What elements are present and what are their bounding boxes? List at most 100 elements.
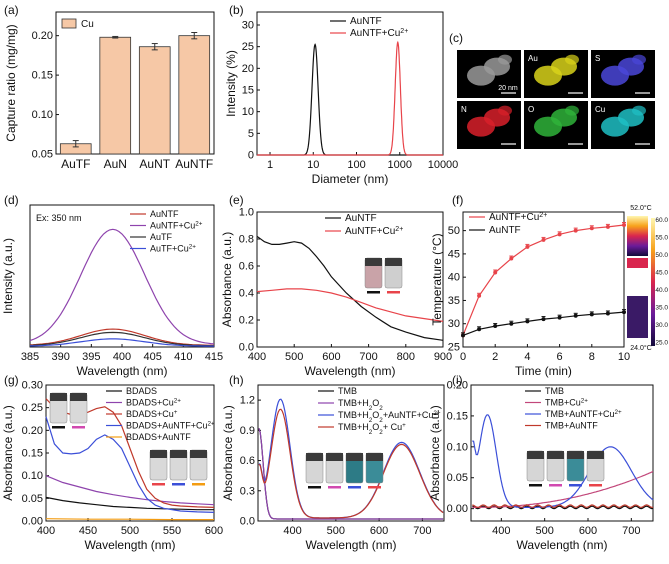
y-tick-label: 30: [242, 20, 254, 32]
colorbar-tick-label: 35.0: [655, 305, 668, 312]
x-tick-label: 395: [82, 351, 100, 363]
legend-label: AuNTF+Cu2+: [345, 226, 403, 238]
x-tick-label: 400: [492, 525, 510, 537]
y-tick-label: 0.20: [22, 425, 43, 437]
vial-cap: [70, 393, 87, 401]
element-signal: [565, 54, 579, 65]
data-point: [541, 237, 546, 242]
data-point: [589, 226, 594, 231]
y-tick-label: 0.6: [240, 455, 255, 467]
panel-label: (g): [4, 373, 19, 387]
y-tick-label: 0.10: [447, 441, 468, 453]
x-category-label: AuN: [104, 157, 127, 171]
vial-cap: [366, 453, 383, 461]
x-tick-label: 4: [524, 351, 530, 363]
y-tick-label: 50: [448, 225, 460, 237]
panel-a: (a) 0.05 0.10 0.15 0.20 Capture ratio (mg/mg)…: [4, 3, 215, 171]
x-tick-label: 390: [51, 351, 69, 363]
vial-cap: [587, 451, 604, 459]
y-tick-label: 0.25: [22, 402, 43, 414]
series-line: [304, 43, 326, 156]
y-axis-label: Intensity (%): [224, 50, 238, 117]
panel-label: (a): [4, 3, 19, 17]
x-tick-label: 2: [492, 351, 498, 363]
x-tick-label: 700: [413, 525, 431, 537]
legend-label: AuNTF: [345, 213, 377, 224]
panel-d: (d) 385 390 395 400 405 410 415 Intensity (a.u.)…: [1, 193, 223, 378]
x-axis-label: Wavelength (nm): [517, 538, 608, 552]
vial-color-marker: [192, 483, 205, 486]
legend-label: AuTF+Cu2+: [150, 243, 196, 254]
colorbar-tick-label: 60.0: [655, 217, 668, 224]
thermal-image-cool: [627, 296, 648, 338]
series-line: [45, 496, 214, 511]
colorbar-tick-label: 40.0: [655, 287, 668, 294]
series-line: [256, 235, 444, 341]
legend-label: AuNTF+Cu2+: [150, 220, 203, 231]
x-tick-label: 400: [37, 525, 55, 537]
y-tick-label: 0.20: [447, 380, 468, 392]
series-line: [472, 504, 654, 509]
y-axis-label: Absorbance (a.u.): [221, 405, 235, 500]
legend-label: TMB+Cu2+: [545, 397, 588, 408]
data-point: [541, 317, 546, 322]
thermal-image-hot-core: [627, 258, 648, 268]
panel-label: (b): [229, 3, 244, 17]
x-tick-label: 100: [347, 159, 365, 171]
x-tick-label: 500: [285, 351, 303, 363]
legend-label: TMB: [338, 386, 357, 396]
legend-label: TMB+H2O2+ Cu+: [338, 422, 406, 436]
x-tick-label: 550: [163, 525, 181, 537]
series-line: [388, 40, 407, 156]
element-signal: [498, 54, 512, 65]
panel-label: (c): [449, 31, 463, 45]
bar-auntf: [178, 35, 211, 155]
vial-cap: [385, 258, 402, 266]
series-line: [29, 228, 215, 345]
element-signal: [632, 54, 646, 65]
series-line: [256, 288, 444, 322]
thermal-image-hot: [627, 216, 648, 256]
y-tick-label: 0.8: [239, 234, 254, 246]
panel-label: (f): [452, 193, 463, 207]
y-tick-label: 15: [242, 85, 254, 97]
x-tick-label: 600: [322, 351, 340, 363]
y-tick-label: 0.15: [32, 70, 53, 82]
data-point: [605, 311, 610, 316]
vial-cap: [190, 450, 207, 458]
x-tick-label: 700: [359, 351, 377, 363]
y-tick-label: 0.0: [240, 516, 255, 528]
y-axis-label: Absorbance (a.u.): [1, 405, 15, 500]
x-category-label: AuNT: [139, 157, 170, 171]
legend-label: TMB: [545, 386, 564, 396]
vial-color-marker: [52, 426, 65, 429]
x-tick-label: 1: [267, 159, 273, 171]
panel-label: (e): [229, 193, 244, 207]
element-signal: [565, 105, 579, 116]
data-point: [622, 223, 626, 228]
panel-label: (i): [452, 373, 463, 387]
x-tick-label: 450: [79, 525, 97, 537]
y-tick-label: 25: [242, 41, 254, 53]
y-tick-label: 35: [448, 295, 460, 307]
x-tick-label: 400: [248, 351, 266, 363]
x-tick-label: 400: [283, 525, 301, 537]
x-tick-label: 8: [589, 351, 595, 363]
x-tick-label: 600: [579, 525, 597, 537]
vial-color-marker: [348, 486, 361, 489]
y-tick-label: 10: [242, 106, 254, 118]
x-axis-label: Wavelength (nm): [306, 538, 397, 552]
legend-label: AuNTF+Cu2+: [489, 212, 547, 224]
x-category-label: AuNTF: [175, 157, 213, 171]
x-tick-label: 600: [205, 525, 223, 537]
x-tick-label: 10: [618, 351, 630, 363]
element-signal: [498, 105, 512, 116]
legend-label: TMB+H2O2: [338, 398, 383, 412]
vial-color-marker: [172, 483, 185, 486]
y-tick-label: 20: [242, 63, 254, 75]
legend-label: BDADS+AuNTF: [126, 432, 191, 442]
x-tick-label: 405: [143, 351, 161, 363]
data-point: [525, 319, 530, 324]
element-label: Au: [528, 54, 538, 63]
y-tick-label: 0.10: [22, 470, 43, 482]
